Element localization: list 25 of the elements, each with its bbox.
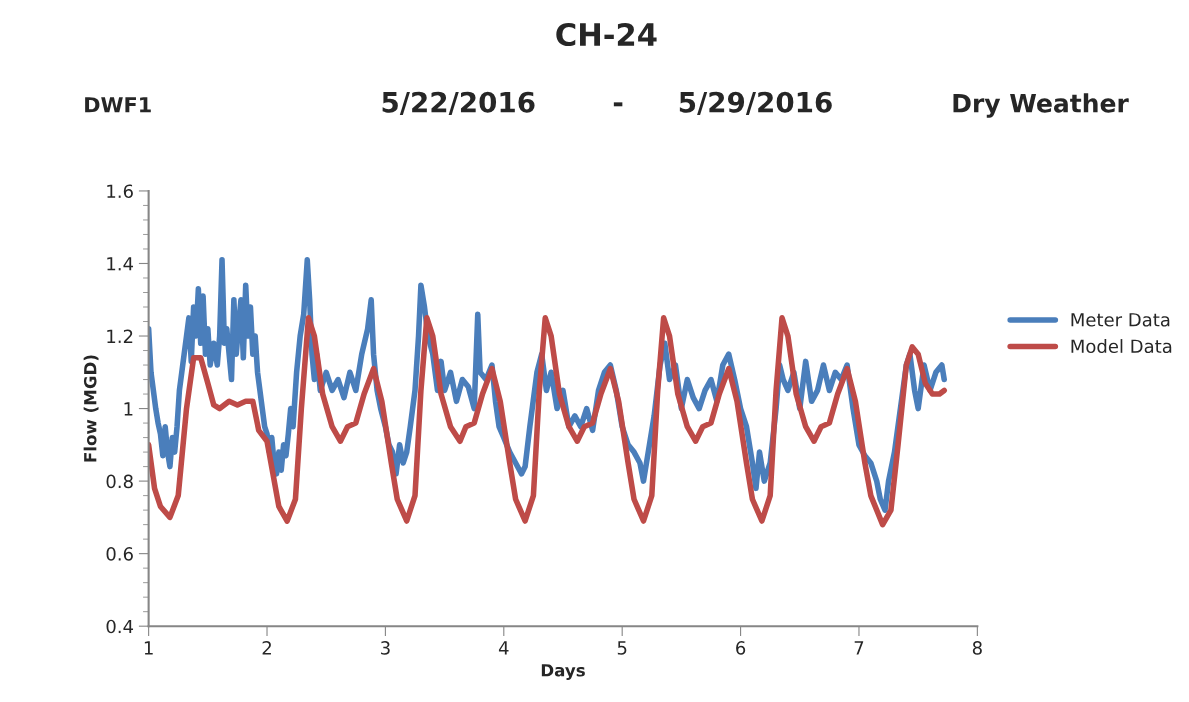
- x-tick-label: 3: [381, 641, 390, 655]
- x-tick-label: 7: [854, 641, 864, 655]
- y-axis-title: Flow (MGD): [83, 355, 99, 462]
- text: Dry Weather: [953, 93, 1129, 118]
- y-tick-label: 1.4: [107, 257, 134, 271]
- x-tick-label: 4: [498, 641, 509, 655]
- legend-label: Meter Data: [1071, 313, 1170, 327]
- y-tick-label: 1.2: [107, 329, 133, 343]
- x-tick-label: 5: [617, 641, 627, 655]
- chart-title: CH-24: [556, 22, 657, 47]
- y-tick-label: 1: [124, 402, 133, 416]
- x-tick-label: 8: [972, 641, 982, 655]
- y-tick-label: 1.6: [107, 184, 133, 199]
- text: -: [613, 102, 623, 107]
- y-tick-label: 0.8: [106, 474, 133, 489]
- legend-label: Model Data: [1071, 339, 1172, 354]
- y-tick-label: 0.6: [106, 547, 133, 561]
- text: 5/29/2016: [679, 91, 832, 115]
- y-tick-label: 0.4: [106, 619, 134, 634]
- x-axis-title: Days: [541, 664, 585, 680]
- text: DWF1: [85, 97, 151, 113]
- x-tick-label: 1: [144, 641, 153, 655]
- x-tick-label: 2: [262, 641, 271, 655]
- x-tick-label: 6: [736, 641, 746, 655]
- text: 5/22/2016: [382, 91, 535, 115]
